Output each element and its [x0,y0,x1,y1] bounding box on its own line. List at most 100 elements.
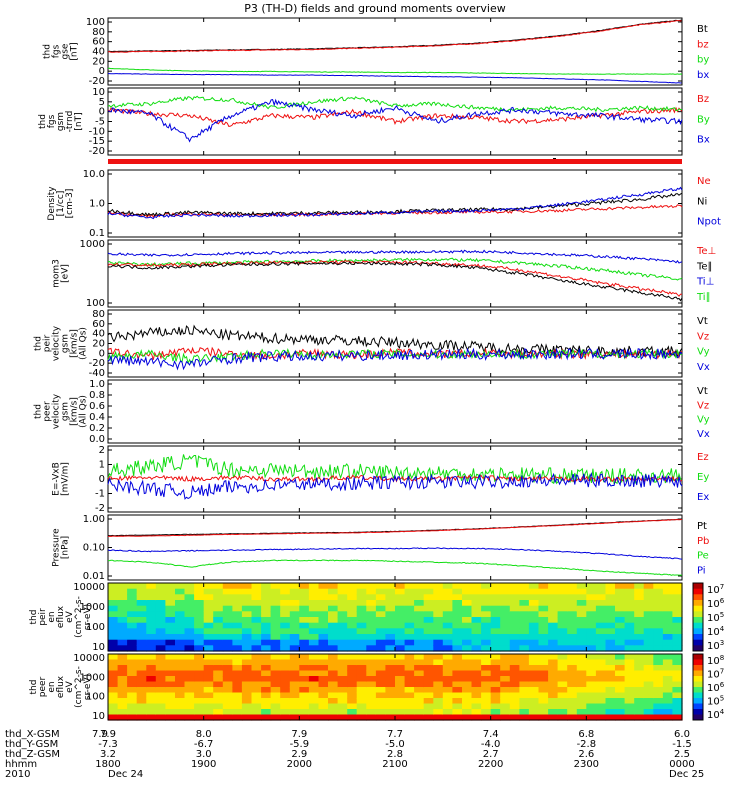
heatmap-cell [270,703,281,710]
heatmap-cell [490,622,501,629]
x-axis-value: 6.0 [674,729,690,740]
heatmap-cell [519,670,530,677]
heatmap-cell [538,628,549,635]
heatmap-cell [108,583,119,590]
heatmap-cell [653,687,664,694]
heatmap-cell [653,654,664,661]
heatmap-cell [471,622,482,629]
heatmap-cell [136,714,147,721]
heatmap-cell [222,654,233,661]
heatmap-cell [366,645,377,652]
heatmap-cell [108,670,119,677]
heatmap-cell [375,639,387,646]
heatmap-cell [519,645,530,652]
heatmap-cell [595,617,607,624]
heatmap-cell [146,622,157,629]
heatmap-cell [404,639,415,646]
heatmap-cell [528,634,540,641]
heatmap-cell [356,645,367,652]
heatmap-cell [605,654,616,661]
heatmap-cell [567,622,578,629]
heatmap-cell [146,605,157,612]
heatmap-cell [270,645,281,652]
heatmap-cell [203,676,214,683]
heatmap-cell [519,676,530,683]
heatmap-cell [576,659,587,666]
heatmap-cell [481,698,492,705]
heatmap-cell [232,681,243,688]
legend-entry: bx [697,70,709,81]
heatmap-cell [213,605,224,612]
heatmap-cell [423,639,434,646]
heatmap-cell [672,676,683,683]
heatmap-cell [615,588,626,595]
series-line-by [107,67,683,75]
heatmap-cell [490,634,501,641]
heatmap-cell [270,698,281,705]
heatmap-cell [385,645,396,652]
heatmap-cell [567,687,578,694]
heatmap-cell [280,600,291,607]
heatmap-cell [462,639,473,646]
heatmap-cell [414,622,425,629]
heatmap-cell [280,639,291,646]
heatmap-cell [328,622,339,629]
y-tick-label: 10 [92,711,105,722]
heatmap-cell [375,676,387,683]
heatmap-cell [662,605,674,612]
heatmap-cell [481,703,492,710]
heatmap-cell [509,676,520,683]
heatmap-cell [433,583,444,590]
heatmap-cell [251,622,262,629]
y-axis-label-line: peir [43,334,53,352]
heatmap-cell [500,681,511,688]
heatmap-cell [385,703,396,710]
heatmap-cell [567,676,578,683]
heatmap-cell [213,681,224,688]
heatmap-cell [146,659,157,666]
heatmap-cell [452,583,463,590]
y-tick-label: 1000 [80,602,105,613]
heatmap-cell [662,692,674,699]
heatmap-cell [127,583,138,590]
y-axis-label-line: eV [65,680,75,693]
heatmap-cell [270,600,281,607]
heatmap-cell [308,659,320,666]
heatmap-cell [375,703,387,710]
y-tick-label: 0.01 [83,571,105,582]
heatmap-cell [634,698,645,705]
heatmap-cell [347,600,358,607]
legend-entry: By [697,114,710,125]
heatmap-cell [414,687,425,694]
heatmap-cell [481,709,492,716]
y-tick-label: 5 [99,97,105,108]
heatmap-cell [567,659,578,666]
heatmap-cell [442,605,453,612]
heatmap-cell [155,634,166,641]
heatmap-cell [308,600,320,607]
heatmap-cell [519,634,530,641]
x-axis-value: -7.3 [98,739,118,750]
heatmap-cell [136,645,147,652]
heatmap-cell [270,639,281,646]
heatmap-cell [481,639,492,646]
heatmap-cell [117,628,128,635]
colorbar-cell [693,617,703,624]
heatmap-cell [318,676,329,683]
heatmap-cell [232,628,243,635]
heatmap-cell [251,665,262,672]
heatmap-cell [308,692,320,699]
heatmap-cell [337,600,348,607]
heatmap-cell [605,594,616,601]
heatmap-cell [385,698,396,705]
series-line-Ex [107,471,683,500]
heatmap-cell [634,594,645,601]
y-axis-label-line: [cm-3] [65,189,75,219]
heatmap-cell [433,654,444,661]
heatmap-cell [548,628,559,635]
heatmap-cell [528,645,540,652]
heatmap-cell [136,628,147,635]
panel-e_field: E=-VxB [mV/m] [52,445,683,513]
heatmap-cell [462,617,473,624]
heatmap-cell [241,605,253,612]
